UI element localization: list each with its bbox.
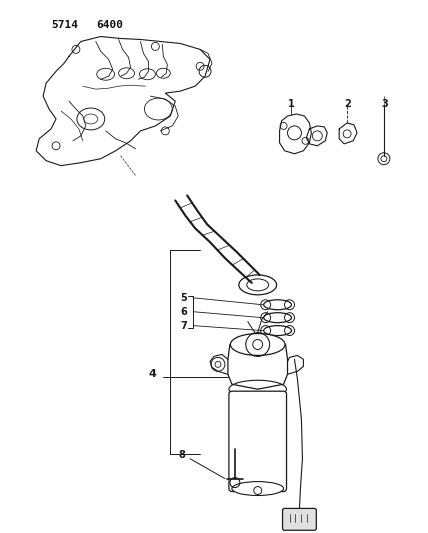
Ellipse shape (232, 482, 283, 496)
Text: 6: 6 (180, 306, 187, 317)
Text: 4: 4 (149, 369, 156, 379)
Text: 2: 2 (344, 99, 351, 109)
Text: 1: 1 (288, 99, 295, 109)
FancyBboxPatch shape (229, 391, 286, 491)
Ellipse shape (239, 275, 276, 295)
Ellipse shape (230, 334, 285, 356)
Text: 5: 5 (180, 293, 187, 303)
Ellipse shape (229, 380, 286, 398)
FancyBboxPatch shape (282, 508, 316, 530)
Text: 6400: 6400 (96, 20, 123, 30)
Text: 7: 7 (180, 321, 187, 330)
Text: 3: 3 (381, 99, 388, 109)
Text: 8: 8 (178, 450, 185, 460)
Text: 5714: 5714 (51, 20, 78, 30)
